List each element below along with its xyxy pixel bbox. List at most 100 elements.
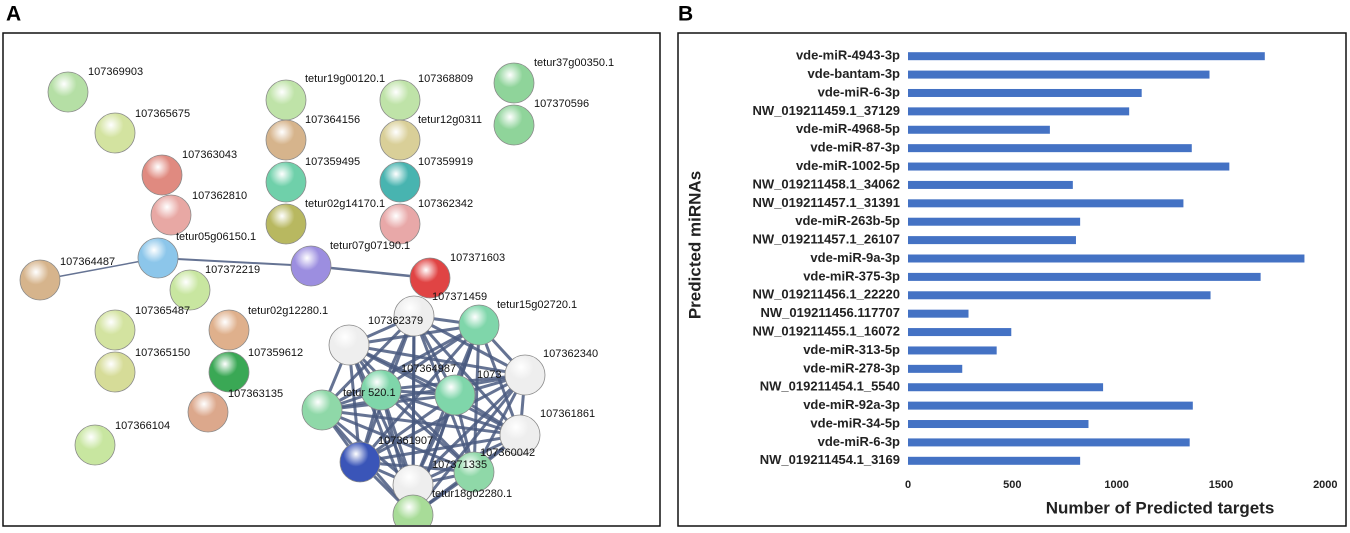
node (141, 154, 183, 196)
node (150, 194, 192, 236)
node-label: 107359612 (248, 347, 303, 359)
y-tick-label: NW_019211456.117707 (760, 305, 900, 320)
x-axis-label: Number of Predicted targets (1046, 498, 1275, 517)
bar (908, 107, 1130, 116)
node (265, 79, 307, 121)
node-label: 107359495 (305, 156, 360, 168)
y-tick-label: vde-miR-1002-5p (796, 158, 900, 173)
bar (908, 364, 963, 373)
bar (908, 52, 1265, 61)
node (379, 79, 421, 121)
node-label: 107364487 (60, 256, 115, 268)
edge (321, 408, 475, 474)
node (434, 374, 476, 416)
node (328, 324, 370, 366)
y-tick-label: NW_019211454.1_5540 (760, 379, 900, 394)
edge (157, 257, 312, 267)
x-tick-label: 2000 (1313, 479, 1337, 491)
bar (908, 162, 1230, 171)
node (301, 389, 343, 431)
node-label: 107369903 (88, 66, 143, 78)
node-label: tetur07g07190.1 (330, 240, 410, 252)
node (19, 259, 61, 301)
y-tick-label: NW_019211454.1_3169 (760, 452, 900, 467)
bar (908, 346, 997, 355)
edge (359, 433, 521, 464)
edge (321, 408, 521, 437)
y-tick-label: NW_019211458.1_34062 (753, 176, 900, 191)
bar (908, 438, 1190, 447)
bar (908, 420, 1089, 429)
node-label: 1073 (477, 369, 501, 381)
node (94, 309, 136, 351)
node (187, 391, 229, 433)
node (392, 494, 434, 525)
node-label: tetur37g00350.1 (534, 57, 614, 69)
node (137, 237, 179, 279)
bar-chart: Predicted miRNAs Number of Predicted tar… (685, 48, 1337, 518)
node (265, 161, 307, 203)
bar (908, 125, 1050, 134)
network: 107369903 107365675 107363043 107362810 tetu… (19, 57, 614, 525)
node (393, 295, 435, 337)
y-tick-label: vde-bantam-3p (808, 66, 901, 81)
bar (908, 328, 1012, 337)
y-tick-label: vde-miR-375-3p (803, 268, 900, 283)
y-tick-label: NW_019211456.1_22220 (753, 287, 900, 302)
node-label: 107362810 (192, 190, 247, 202)
node-label: 107362379 (368, 315, 423, 327)
bar (908, 456, 1081, 465)
node-label: tetur19g00120.1 (305, 73, 385, 85)
node-label: 107365487 (135, 305, 190, 317)
y-tick-label: NW_019211459.1_37129 (753, 103, 900, 118)
node (379, 119, 421, 161)
y-tick-label: vde-miR-34-5p (810, 415, 900, 430)
node-label: 107363135 (228, 388, 283, 400)
x-tick-label: 1000 (1104, 479, 1128, 491)
node-label: 107362340 (543, 348, 598, 360)
y-axis-label: Predicted miRNAs (685, 171, 704, 319)
y-tick-label: vde-miR-313-5p (803, 342, 900, 357)
node (169, 269, 211, 311)
y-tick-label: vde-miR-6-3p (818, 84, 900, 99)
bar (908, 217, 1081, 226)
bar (908, 383, 1104, 392)
node-label: 107371335 (432, 459, 487, 471)
y-tick-label: vde-miR-9a-3p (810, 250, 900, 265)
y-tick-label: vde-miR-87-3p (810, 140, 900, 155)
bar (908, 291, 1211, 300)
y-tick-label: vde-miR-278-3p (803, 360, 900, 375)
node (493, 104, 535, 146)
node (47, 71, 89, 113)
x-tick-label: 1500 (1209, 479, 1233, 491)
node-label: 107364987 (401, 363, 456, 375)
bar (908, 199, 1184, 208)
node (208, 309, 250, 351)
node-label: 107360042 (480, 447, 535, 459)
node-label: 107359919 (418, 156, 473, 168)
node (94, 112, 136, 154)
edge (321, 323, 480, 412)
bar (908, 88, 1142, 97)
node-label: tetur15g02720.1 (497, 299, 577, 311)
bar (908, 272, 1261, 281)
node-label: 107372219 (205, 264, 260, 276)
y-tick-label: vde-miR-4943-3p (796, 48, 900, 63)
node (458, 304, 500, 346)
node (493, 62, 535, 104)
node (94, 351, 136, 393)
node (360, 369, 402, 411)
node-label: 107371603 (450, 252, 505, 264)
panel-label: A (6, 3, 21, 26)
node (409, 257, 451, 299)
node-label: tetur02g12280.1 (248, 305, 328, 317)
node (379, 161, 421, 203)
bar (908, 254, 1305, 263)
node-label: tetur02g14170.1 (305, 198, 385, 210)
node-label: 107361907 (378, 435, 433, 447)
node (290, 245, 332, 287)
node-label: tetur 520.1 (343, 387, 396, 399)
node (265, 119, 307, 161)
bar (908, 70, 1210, 79)
